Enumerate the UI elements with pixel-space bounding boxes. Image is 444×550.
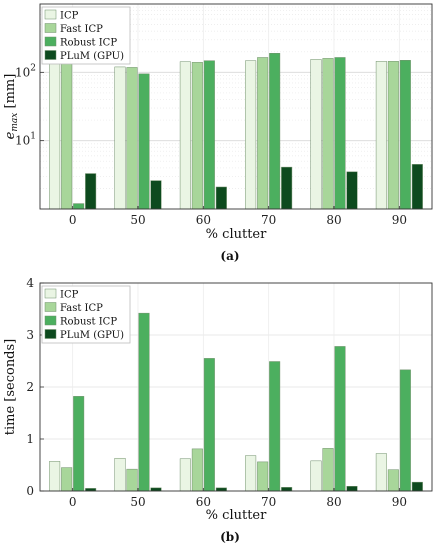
legend-label: Fast ICP — [60, 303, 103, 314]
bar-robust-icp-50 — [138, 73, 150, 210]
x-tick-label: 80 — [326, 495, 341, 509]
bar-fast-icp-0 — [61, 467, 73, 492]
y-tick-label: 101 — [15, 132, 36, 148]
bar-fast-icp-60 — [191, 448, 203, 492]
bar-robust-icp-80 — [334, 57, 346, 210]
legend-label: PLuM (GPU) — [60, 51, 124, 62]
bar-icp-80 — [310, 59, 322, 210]
y-tick-label: 102 — [15, 63, 36, 79]
legend-swatch — [44, 50, 57, 60]
legend-swatch — [44, 9, 57, 20]
bar-plum-gpu--60 — [215, 487, 227, 492]
legend-label: Robust ICP — [60, 317, 117, 328]
x-tick-label: 90 — [392, 213, 407, 227]
bar-robust-icp-0 — [73, 396, 85, 492]
bar-fast-icp-60 — [191, 62, 203, 210]
bar-icp-70 — [245, 60, 257, 210]
x-tick-label: 70 — [261, 213, 276, 227]
bar-plum-gpu--90 — [411, 164, 423, 210]
bar-plum-gpu--90 — [411, 481, 423, 492]
x-tick-label: 60 — [196, 495, 211, 509]
bar-robust-icp-70 — [269, 53, 281, 210]
axes-frame — [39, 3, 433, 210]
bar-icp-60 — [179, 458, 191, 492]
bar-fast-icp-70 — [257, 461, 269, 492]
bar-plum-gpu--70 — [281, 487, 293, 492]
x-tick-label: 60 — [196, 213, 211, 227]
bar-fast-icp-90 — [387, 469, 399, 492]
bar-plum-gpu--70 — [281, 166, 293, 210]
legend-label: ICP — [60, 290, 79, 301]
x-tick-label: 80 — [326, 213, 341, 227]
legend-label: ICP — [60, 11, 79, 22]
bar-robust-icp-60 — [203, 60, 215, 210]
legend-swatch — [44, 315, 57, 326]
bar-fast-icp-90 — [387, 61, 399, 210]
legend-swatch — [44, 302, 57, 312]
bar-plum-gpu--60 — [215, 186, 227, 210]
bar-fast-icp-70 — [257, 57, 269, 210]
bar-icp-90 — [375, 453, 387, 492]
bar-icp-50 — [114, 66, 126, 210]
panel-caption: (b) — [220, 530, 240, 544]
bar-icp-0 — [49, 62, 61, 210]
bar-robust-icp-90 — [399, 60, 411, 210]
bar-robust-icp-0 — [73, 203, 85, 210]
legend-label: Fast ICP — [60, 24, 103, 35]
bar-plum-gpu--80 — [346, 486, 358, 492]
bar-icp-50 — [114, 457, 126, 492]
bar-robust-icp-90 — [399, 369, 411, 492]
bar-robust-icp-60 — [203, 358, 215, 492]
bar-plum-gpu--80 — [346, 171, 358, 210]
bar-icp-0 — [49, 461, 61, 492]
bar-robust-icp-70 — [269, 361, 281, 492]
x-tick-label: 0 — [69, 213, 77, 227]
bar-fast-icp-50 — [126, 468, 138, 492]
bar-fast-icp-0 — [61, 62, 73, 210]
legend-swatch — [44, 23, 57, 33]
y-tick-label: 0 — [26, 484, 34, 498]
panel-caption: (a) — [220, 249, 239, 263]
x-tick-label: 0 — [69, 495, 77, 509]
bar-fast-icp-80 — [322, 448, 334, 492]
bar-fast-icp-50 — [126, 67, 138, 210]
bar-icp-80 — [310, 460, 322, 492]
y-axis-label: time [seconds] — [3, 339, 18, 436]
legend-swatch — [44, 329, 57, 339]
x-axis-label: % clutter — [206, 508, 267, 523]
legend-swatch — [44, 36, 57, 47]
y-tick-label: 2 — [26, 380, 34, 394]
bar-plum-gpu--50 — [150, 487, 162, 492]
x-tick-label: 90 — [392, 495, 407, 509]
legend-label: Robust ICP — [60, 38, 117, 49]
legend-label: PLuM (GPU) — [60, 330, 124, 341]
x-tick-label: 50 — [130, 495, 145, 509]
legend-box — [41, 6, 131, 65]
y-tick-label: 4 — [26, 276, 34, 290]
bar-robust-icp-50 — [138, 312, 150, 492]
x-tick-label: 50 — [130, 213, 145, 227]
bar-icp-60 — [179, 61, 191, 210]
bar-fast-icp-80 — [322, 58, 334, 210]
bar-plum-gpu--0 — [85, 173, 97, 210]
bar-plum-gpu--50 — [150, 180, 162, 210]
bar-icp-90 — [375, 61, 387, 210]
legend-box — [41, 285, 131, 344]
bar-icp-70 — [245, 455, 257, 492]
chart-panel-b: 0 50 60 70 80 90 0 1 2 3 4 time [seconds] % clutter (… — [3, 276, 433, 544]
bar-robust-icp-80 — [334, 346, 346, 492]
legend-swatch — [44, 288, 57, 299]
y-tick-label: 1 — [26, 432, 34, 446]
x-tick-label: 70 — [261, 495, 276, 509]
y-tick-label: 3 — [26, 328, 34, 342]
y-axis-label: emax [mm] — [3, 74, 20, 140]
x-axis-label: % clutter — [206, 227, 267, 242]
